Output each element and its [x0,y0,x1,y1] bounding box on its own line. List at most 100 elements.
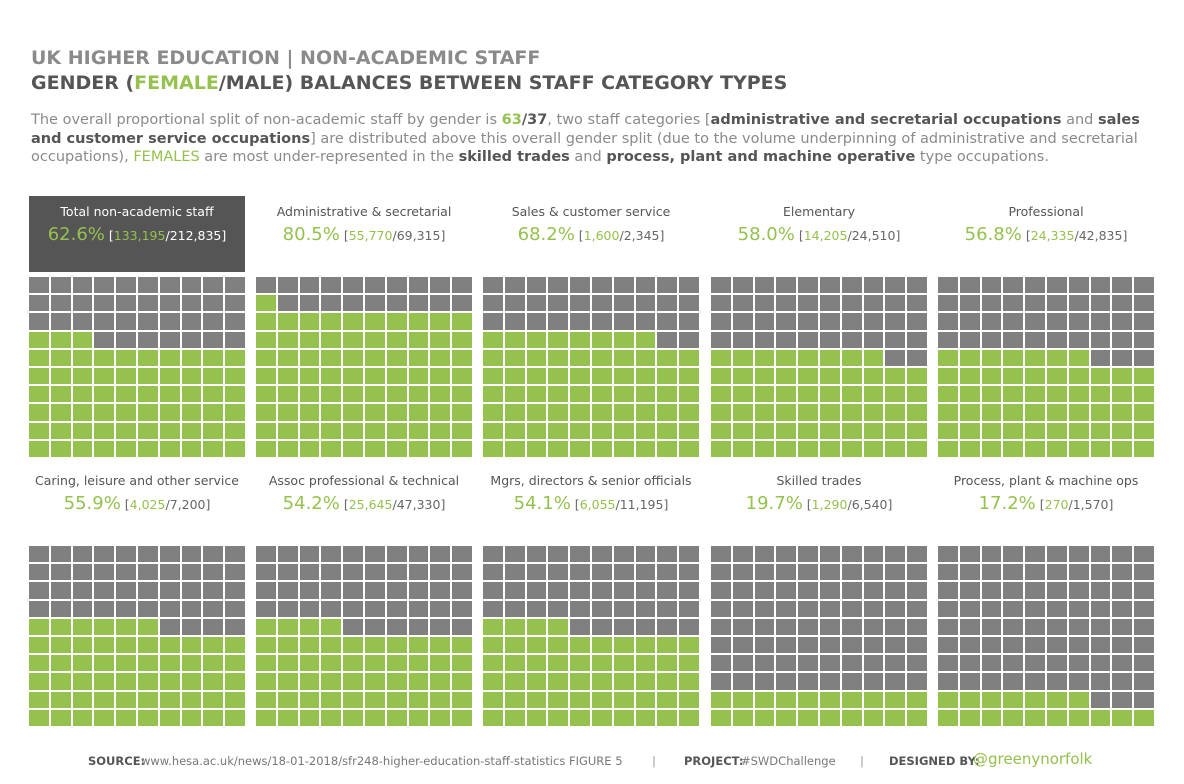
waffle-cell-female [820,709,840,726]
waffle-cell-female [386,709,407,726]
waffle-cell-male [635,546,656,563]
female-percentage: 17.2% [978,493,1036,514]
waffle-cell-female [116,349,136,366]
waffle-cell-female [907,368,927,385]
waffle-cell-female [776,709,797,726]
waffle-cell-female [138,349,158,366]
waffle-cell-male [365,546,385,563]
waffle-cell-male [592,277,612,294]
waffle-cell-female [203,422,224,439]
waffle-cell-female [798,422,818,439]
waffle-cell-female [570,404,590,421]
waffle-cell-female [798,349,818,366]
waffle-cell-male [863,331,884,348]
waffle-cell-female [50,386,71,403]
waffle-cell-male [1047,673,1067,690]
waffle-cell-male [570,618,590,635]
designed-by-label: DESIGNED BY: [889,754,980,768]
waffle-cell-male [841,546,862,563]
waffle-cell-female [959,404,980,421]
intro-text: are most under-represented in the [199,149,459,165]
waffle-cell-female [959,368,980,385]
waffle-cell-female [635,368,656,385]
waffle-cell-female [408,313,429,330]
waffle-cell-female [94,655,115,672]
waffle-cell-male [732,277,753,294]
waffle-cell-female [483,709,503,726]
waffle-cell-female [504,422,525,439]
female-percentage: 54.1% [513,493,571,514]
waffle-cell-male [1112,546,1133,563]
waffle-cell-female [504,331,525,348]
waffle-cell-female [408,422,429,439]
intro-bold: process, plant and machine operative [606,149,916,165]
source-value[interactable]: www.hesa.ac.uk/news/18-01-2018/sfr248-hi… [141,754,623,768]
waffle-cell-male [711,277,731,294]
waffle-cell-male [657,331,678,348]
waffle-cell-female [885,691,906,708]
waffle-cell-male [277,546,298,563]
waffle-cell-female [732,691,753,708]
waffle-cell-female [863,349,884,366]
waffle-cell-female [365,673,385,690]
waffle-cell-female [29,331,49,348]
waffle-cell-male [1112,313,1133,330]
waffle-cell-male [613,582,634,599]
waffle-cell-male [754,655,775,672]
waffle-cell-male [907,349,927,366]
waffle-cell-female [299,386,320,403]
waffle-cell-male [907,637,927,654]
intro-text: type occupations. [915,149,1049,165]
waffle-cell-male [907,600,927,617]
waffle-cell-male [1134,564,1154,581]
waffle-cell-female [635,404,656,421]
waffle-cell-female [277,313,298,330]
waffle-cell-male [841,331,862,348]
waffle-cell-male [1112,673,1133,690]
waffle-cell-female [841,709,862,726]
waffle-cell-male [841,618,862,635]
female-count: 133,195 [113,228,166,243]
waffle-cell-female [29,422,49,439]
waffle-cell-female [754,404,775,421]
waffle-cell-female [1134,422,1154,439]
waffle-cell-female [1068,709,1089,726]
waffle-cell-female [430,331,451,348]
waffle-cell-male [841,277,862,294]
waffle-cell-male [483,600,503,617]
waffle-cell-male [1025,618,1045,635]
waffle-cell-male [820,637,840,654]
waffle-cell-male [798,582,818,599]
waffle-cell-male [386,618,407,635]
waffle-cell-male [203,331,224,348]
designer-handle[interactable]: @greenynorfolk [973,750,1093,768]
waffle-cell-female [820,349,840,366]
waffle-cell-male [1134,600,1154,617]
waffle-cell-female [225,691,245,708]
waffle-cell-female [613,331,634,348]
waffle-cell-male [820,564,840,581]
waffle-cell-male [776,655,797,672]
waffle-cell-female [50,368,71,385]
waffle-cell-female [526,673,547,690]
waffle-cell-male [408,600,429,617]
waffle-chart [29,546,245,726]
waffle-cell-male [72,600,93,617]
waffle-cell-male [1112,295,1133,312]
waffle-cell-male [430,618,451,635]
waffle-cell-male [386,564,407,581]
waffle-cell-female [679,637,699,654]
waffle-cell-female [386,655,407,672]
panel-stats: 54.1% [6,055/11,195] [483,493,699,514]
waffle-cell-female [548,386,569,403]
waffle-cell-female [863,368,884,385]
waffle-cell-female [570,386,590,403]
waffle-cell-male [732,295,753,312]
waffle-cell-female [321,422,342,439]
category-label: Mgrs, directors & senior officials [490,473,692,488]
waffle-cell-male [1068,600,1089,617]
waffle-cell-male [679,564,699,581]
waffle-cell-female [711,440,731,457]
waffle-cell-male [732,600,753,617]
waffle-cell-male [1112,600,1133,617]
